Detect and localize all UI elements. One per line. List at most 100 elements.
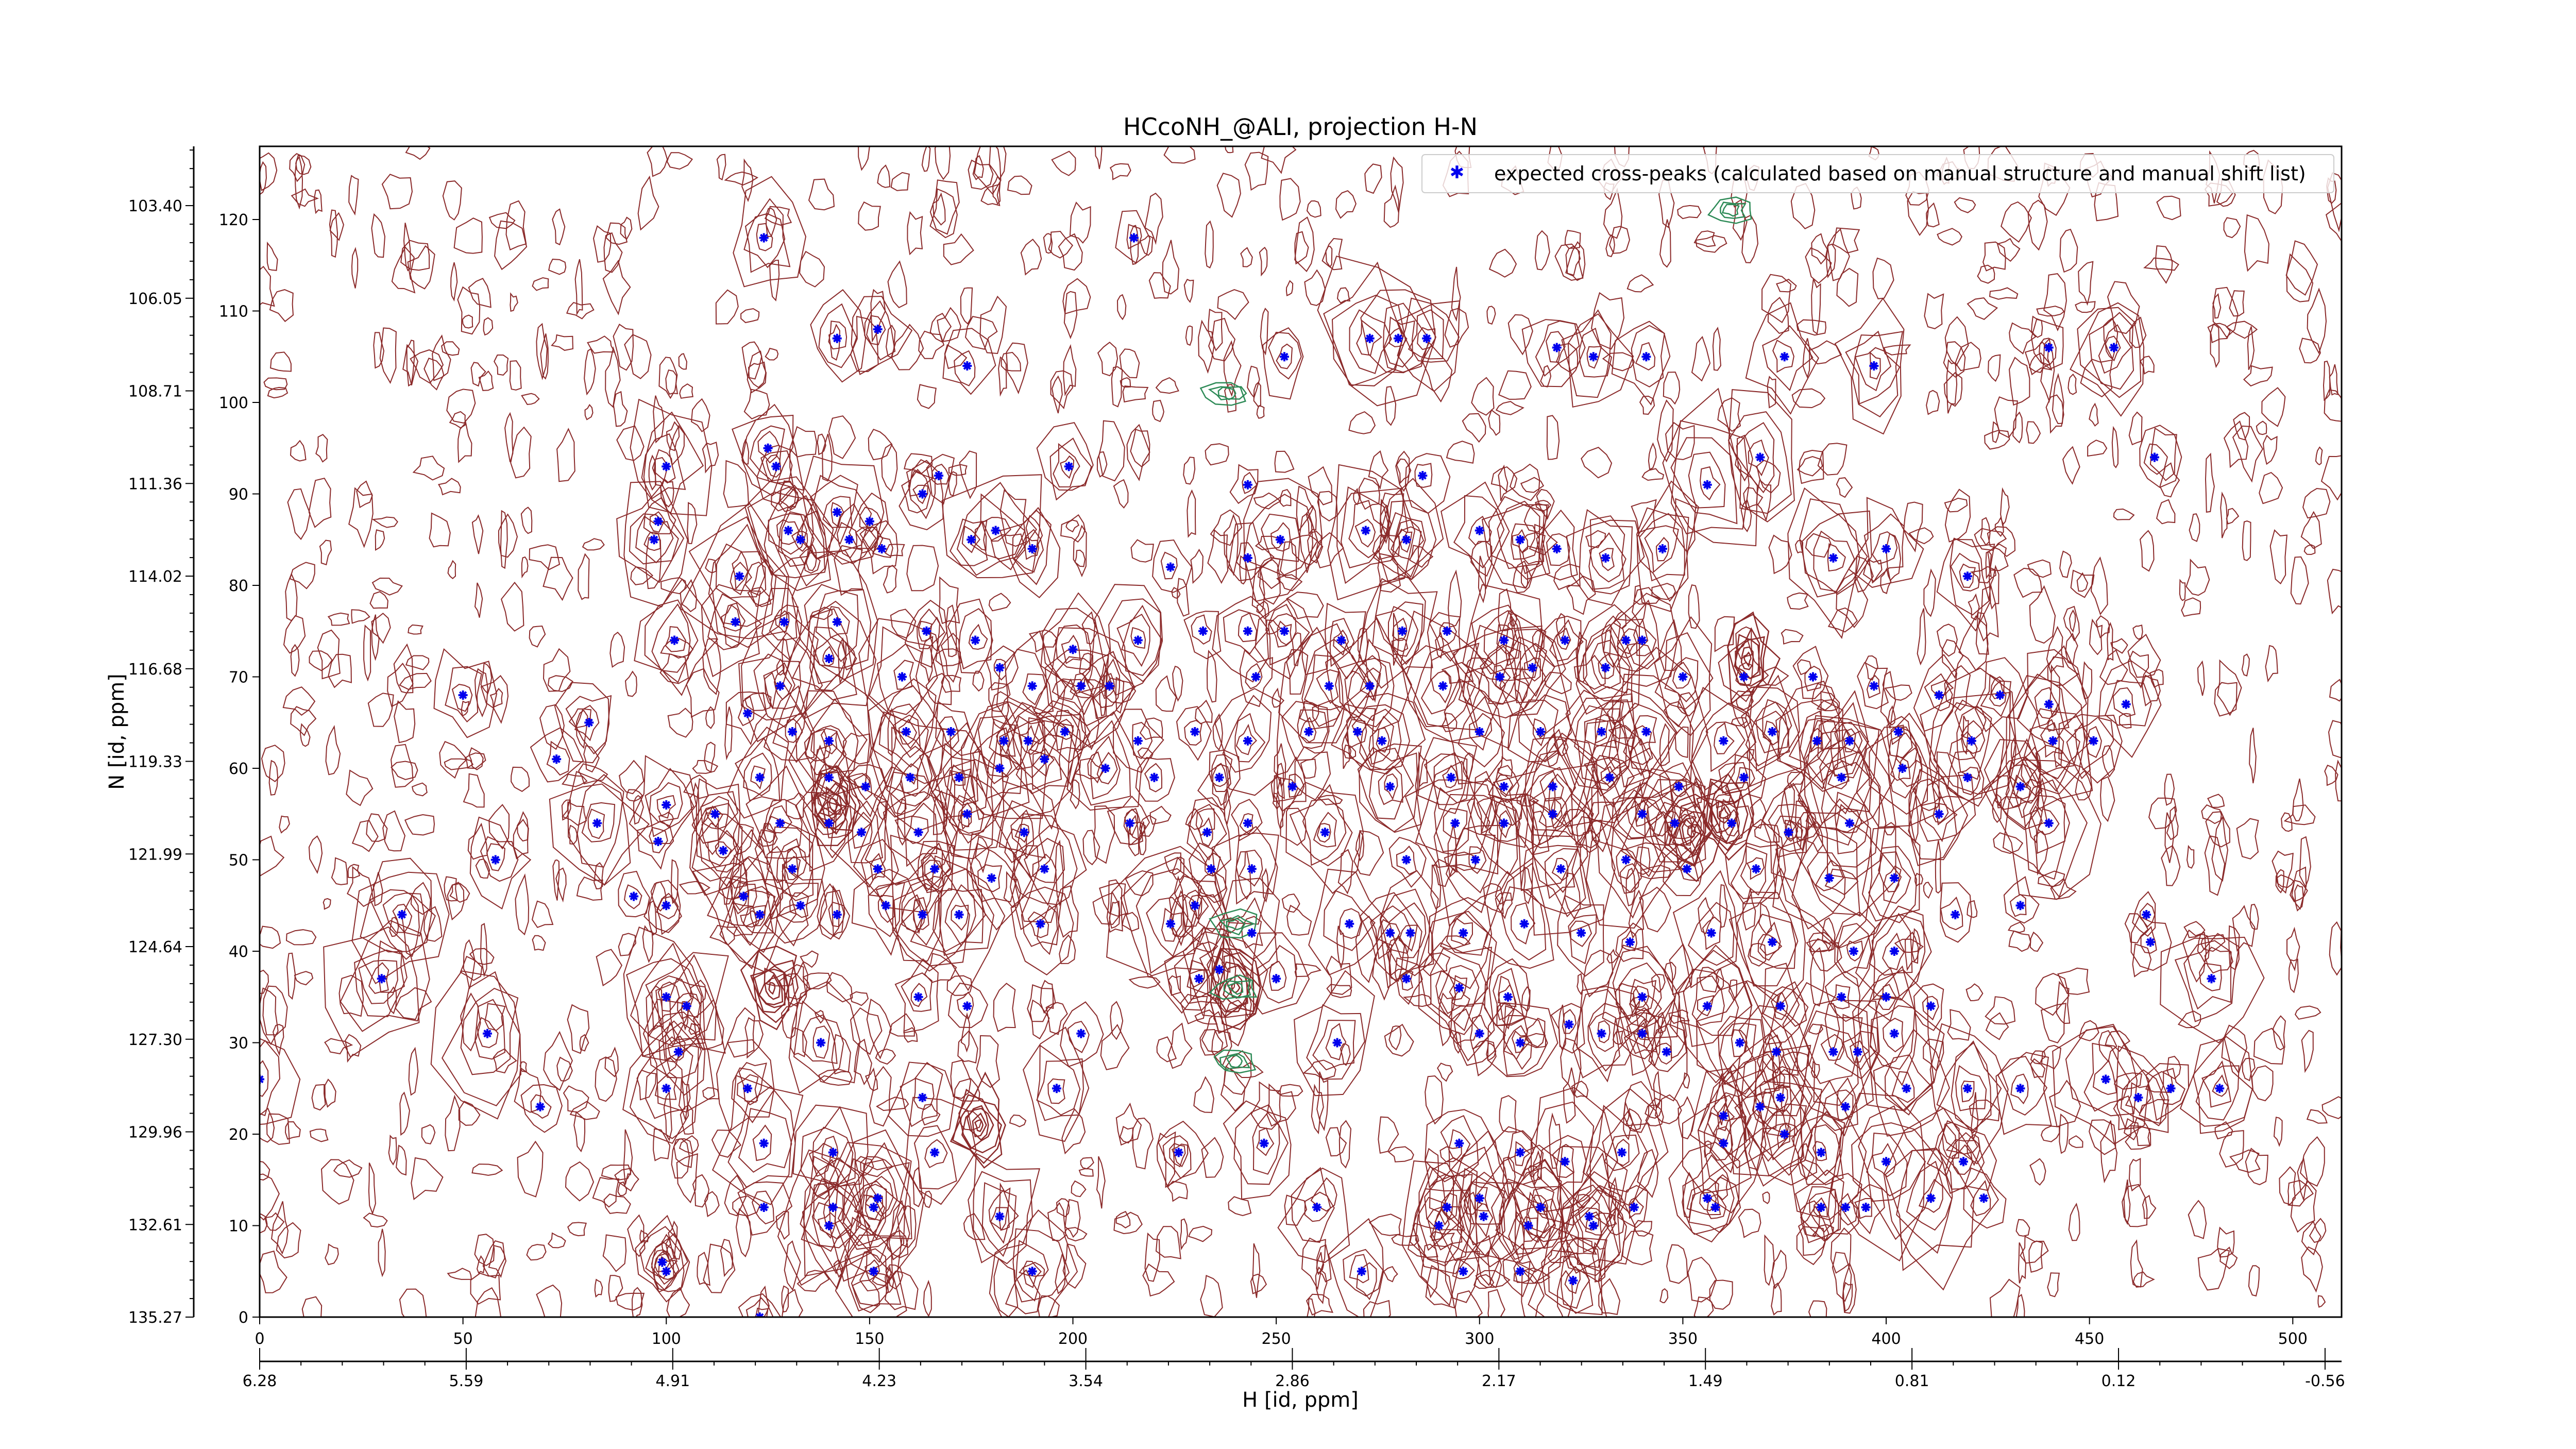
contour-line xyxy=(1764,1234,1775,1286)
contour-line xyxy=(1885,1149,1975,1271)
contour-line xyxy=(603,1193,631,1214)
contour-line xyxy=(2275,869,2284,894)
contour-line xyxy=(1226,982,1244,995)
contour-line xyxy=(1446,441,1475,464)
expected-cross-peak xyxy=(881,901,891,911)
contour-line xyxy=(2132,943,2152,978)
contour-line xyxy=(737,1181,793,1236)
contour-line xyxy=(1872,257,1894,299)
contour-line xyxy=(1132,1117,1154,1170)
expected-cross-peak xyxy=(1470,855,1480,865)
expected-cross-peak xyxy=(653,837,663,846)
expected-cross-peak xyxy=(653,516,663,526)
contour-line xyxy=(1155,675,1177,712)
contour-line xyxy=(1977,264,1995,284)
contour-line xyxy=(649,782,683,823)
contour-line xyxy=(1965,983,1984,1002)
contour-line xyxy=(2038,870,2065,887)
y-ppm-tick-label: 116.68 xyxy=(128,661,182,679)
contour-line xyxy=(943,233,974,265)
contour-line xyxy=(887,1062,955,1137)
expected-cross-peak xyxy=(1934,690,1944,700)
contour-line xyxy=(954,350,976,386)
contour-line xyxy=(1745,302,1819,415)
contour-line xyxy=(954,1077,980,1102)
contour-line xyxy=(1930,679,1954,696)
contour-line xyxy=(2166,1055,2181,1080)
contour-line xyxy=(2054,747,2062,768)
contour-line xyxy=(461,700,470,717)
contour-line xyxy=(1787,592,1809,610)
contour-line xyxy=(1019,1261,1045,1277)
contour-line xyxy=(818,1212,836,1239)
contour-line xyxy=(1235,851,1252,900)
expected-cross-peak xyxy=(673,1047,683,1057)
expected-cross-peak xyxy=(1621,855,1631,865)
contour-line xyxy=(1611,827,1645,894)
contour-line xyxy=(1842,1262,1857,1314)
contour-line xyxy=(1052,678,1084,700)
contour-line xyxy=(667,707,693,738)
expected-cross-peak xyxy=(1129,233,1139,243)
contour-line xyxy=(2205,452,2215,513)
expected-cross-peak xyxy=(1243,736,1252,746)
contour-line xyxy=(1654,1094,1682,1124)
contour-line xyxy=(1231,982,1241,993)
contour-line xyxy=(724,171,759,186)
contour-line xyxy=(2221,1024,2248,1074)
expected-cross-peak xyxy=(1243,818,1252,828)
contour-line xyxy=(1607,688,1677,788)
expected-cross-peak xyxy=(824,736,834,746)
y-index-tick-label: 70 xyxy=(229,669,248,687)
contour-line xyxy=(1810,947,1825,1007)
contour-line xyxy=(2047,1272,2060,1298)
expected-cross-peak xyxy=(1552,544,1562,553)
contour-line xyxy=(1551,857,1569,882)
contour-line xyxy=(2090,556,2108,616)
contour-line xyxy=(1043,233,1053,254)
contour-line xyxy=(348,487,374,548)
contour-line xyxy=(1994,756,2041,829)
contour-line xyxy=(488,804,510,850)
contour-line xyxy=(620,216,633,240)
contour-line xyxy=(828,321,848,350)
contour-line xyxy=(1861,827,1921,922)
contour-line xyxy=(2199,963,2222,991)
contour-line xyxy=(1210,948,1261,1034)
contour-line xyxy=(2155,245,2173,284)
contour-line xyxy=(1177,578,1190,617)
contour-line xyxy=(1257,945,1297,1004)
contour-line xyxy=(1315,532,1344,568)
contour-line xyxy=(952,1088,1006,1164)
expected-cross-peak xyxy=(771,462,781,471)
contour-line xyxy=(1014,823,1030,843)
contour-line xyxy=(1116,294,1127,321)
contour-line xyxy=(1830,702,1870,777)
contour-line xyxy=(1388,836,1427,888)
contour-line xyxy=(579,1034,589,1052)
contour-line xyxy=(1940,882,1973,943)
contour-line xyxy=(1576,816,1598,853)
y-index-tick-label: 40 xyxy=(229,943,248,961)
contour-line xyxy=(1697,995,1715,1017)
contour-line xyxy=(329,212,344,241)
contour-line xyxy=(809,475,858,545)
contour-line xyxy=(767,805,792,834)
expected-cross-peak xyxy=(1962,1084,1972,1093)
expected-cross-peak xyxy=(1434,1221,1444,1231)
contour-line xyxy=(2325,202,2342,243)
contour-line xyxy=(2228,925,2240,971)
contour-line xyxy=(1797,456,1823,477)
y-ppm-tick-label: 119.33 xyxy=(128,753,182,771)
contour-line xyxy=(1919,777,1957,842)
contour-line xyxy=(1659,1288,1669,1304)
expected-cross-peak xyxy=(1882,1157,1891,1167)
contour-line xyxy=(894,958,939,1034)
contour-line xyxy=(267,386,289,399)
contour-line xyxy=(1317,255,1436,407)
contour-line xyxy=(637,821,674,870)
contour-line xyxy=(2130,915,2172,971)
contour-line xyxy=(1199,933,1236,1003)
contour-line xyxy=(2098,324,2132,374)
contour-line xyxy=(351,609,370,624)
